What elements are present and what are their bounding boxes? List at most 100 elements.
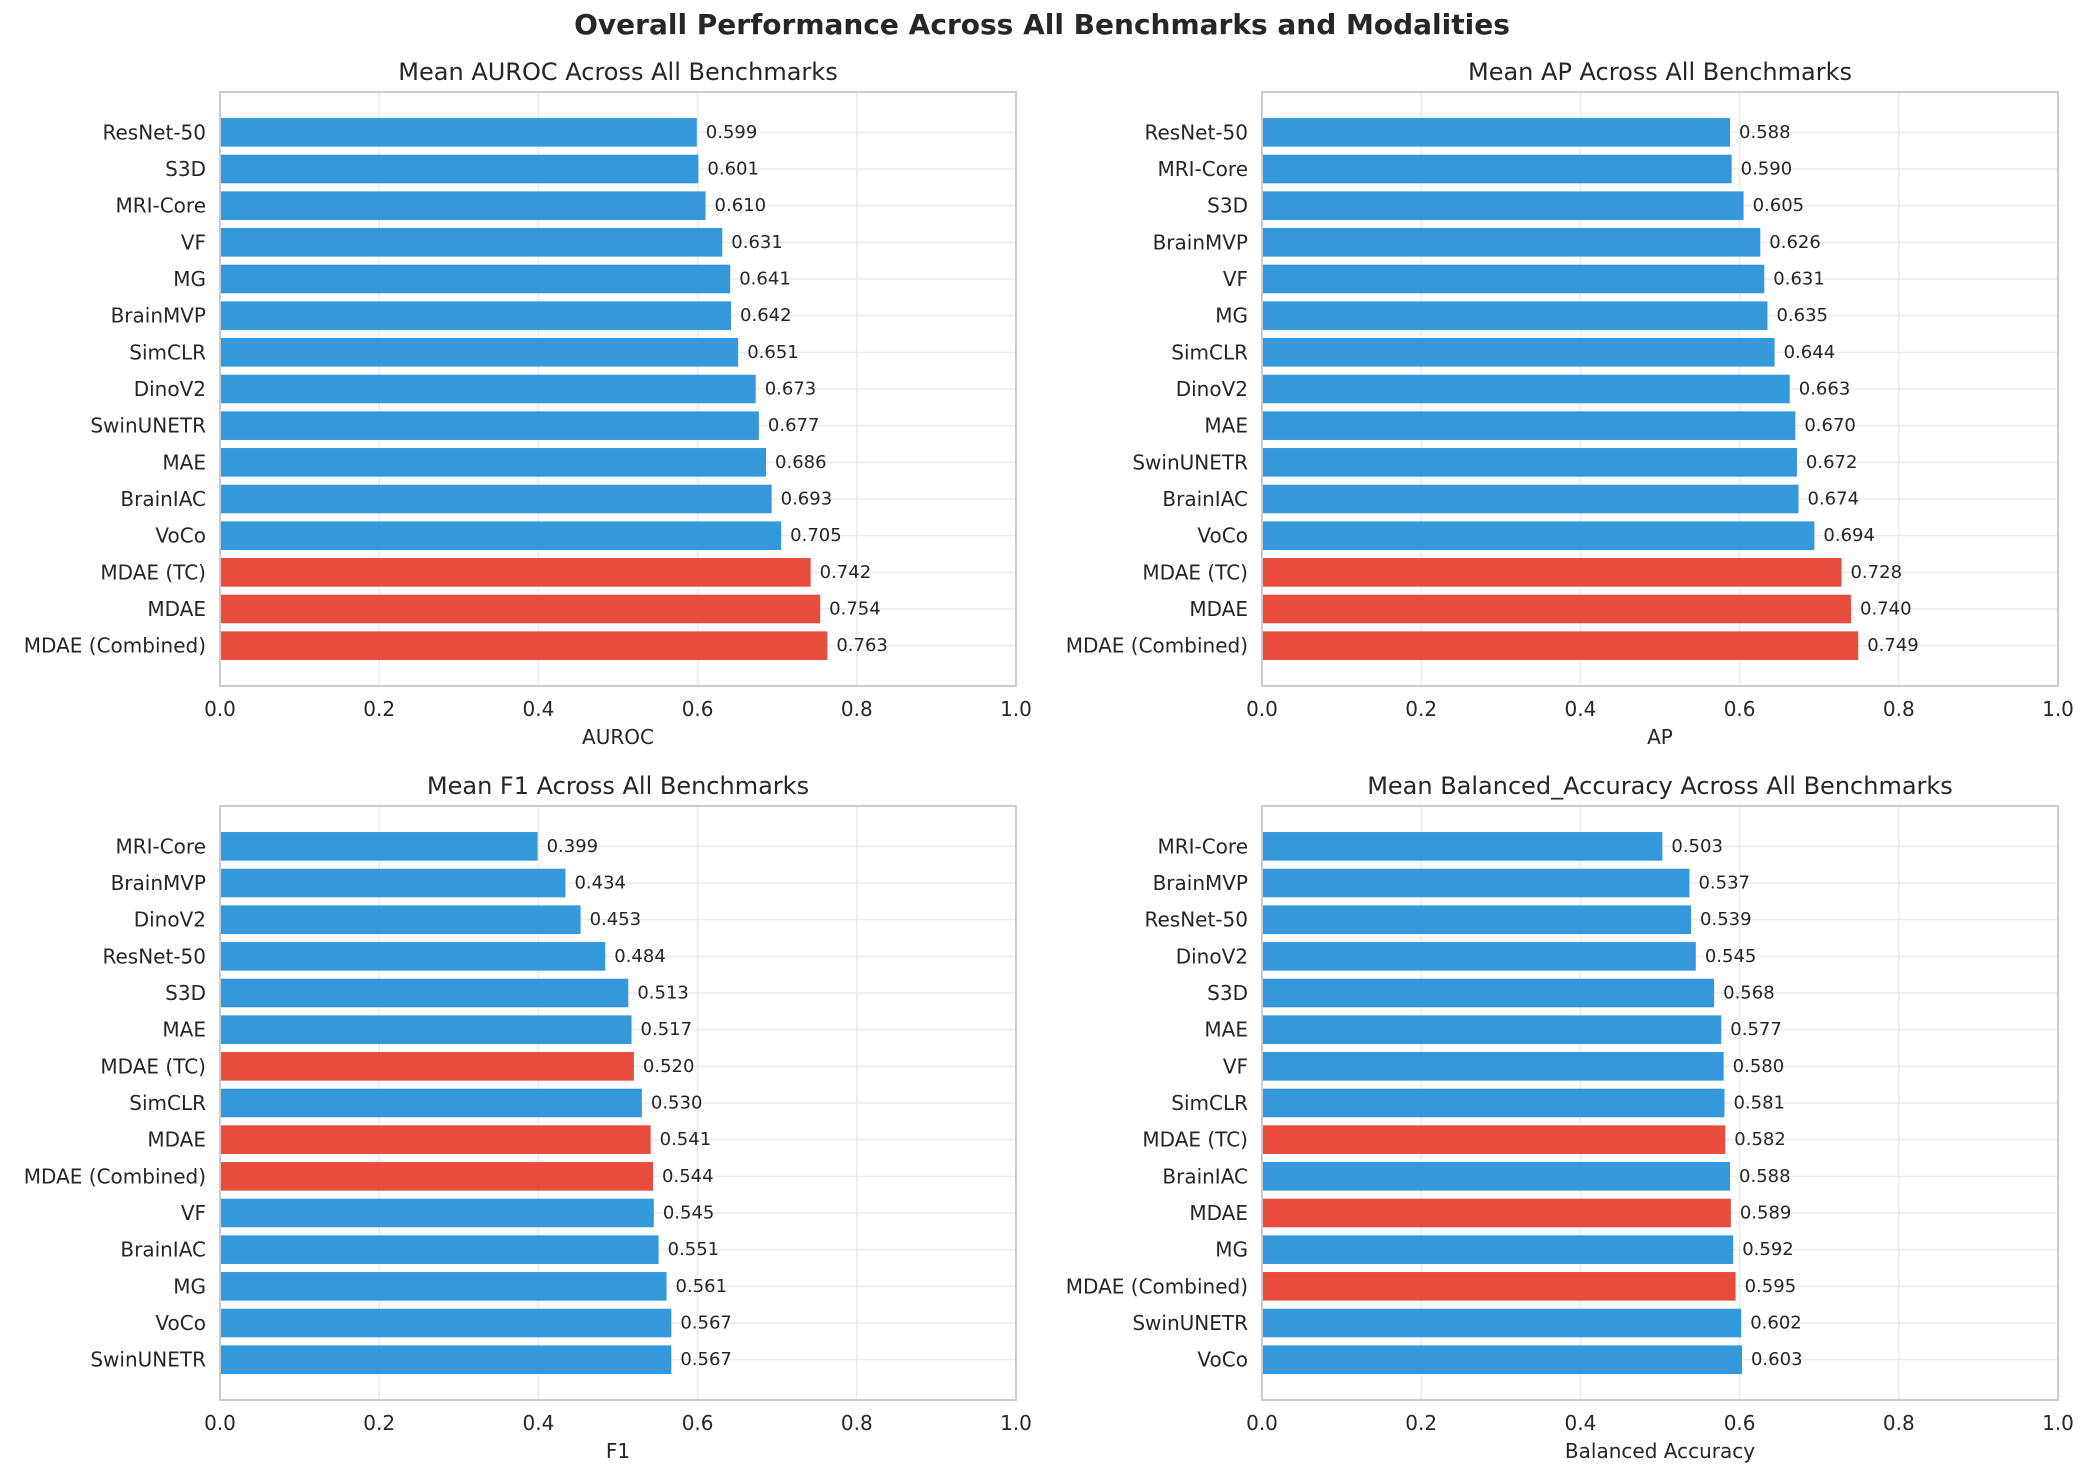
value-label: 0.592 bbox=[1742, 1239, 1794, 1260]
category-label: ResNet-50 bbox=[1145, 120, 1249, 144]
bar bbox=[1262, 868, 1690, 898]
category-label: MRI-Core bbox=[115, 194, 206, 218]
value-label: 0.590 bbox=[1741, 159, 1793, 180]
x-axis-label: Balanced Accuracy bbox=[1565, 1439, 1755, 1463]
category-label: VoCo bbox=[155, 1311, 206, 1335]
x-tick-label: 0.6 bbox=[1724, 697, 1756, 721]
value-label: 0.580 bbox=[1733, 1056, 1785, 1077]
value-label: 0.651 bbox=[747, 342, 799, 363]
category-label: MDAE (TC) bbox=[1142, 1128, 1248, 1152]
bar bbox=[1262, 978, 1715, 1008]
value-label: 0.551 bbox=[668, 1239, 720, 1260]
category-label: S3D bbox=[165, 981, 206, 1005]
category-label: MDAE bbox=[1189, 1201, 1248, 1225]
x-tick-label: 0.8 bbox=[1883, 1411, 1915, 1435]
bar bbox=[220, 1162, 654, 1191]
bar bbox=[1262, 521, 1815, 550]
value-label: 0.610 bbox=[715, 195, 767, 216]
value-label: 0.599 bbox=[706, 122, 758, 143]
x-tick-label: 0.2 bbox=[1405, 697, 1437, 721]
bar bbox=[220, 301, 732, 330]
figure-title: Overall Performance Across All Benchmark… bbox=[574, 8, 1510, 41]
category-label: ResNet-50 bbox=[1145, 908, 1249, 932]
x-tick-label: 0.4 bbox=[522, 697, 554, 721]
x-tick-label: 0.0 bbox=[1246, 697, 1278, 721]
chart-panel-1: ResNet-50 0.599 S3D 0.601 MRI-Core 0.610 VF 0.6… bbox=[24, 58, 1032, 749]
category-label: MDAE (Combined) bbox=[1066, 634, 1248, 658]
bar bbox=[220, 1345, 672, 1374]
category-label: VoCo bbox=[1197, 1348, 1248, 1372]
category-label: MG bbox=[173, 1274, 206, 1298]
bar bbox=[1262, 228, 1761, 257]
value-label: 0.686 bbox=[775, 452, 827, 473]
bar bbox=[220, 191, 706, 220]
bar bbox=[220, 1272, 667, 1301]
x-tick-label: 0.4 bbox=[522, 1411, 554, 1435]
bar bbox=[1262, 594, 1852, 624]
category-label: MDAE bbox=[147, 597, 206, 621]
category-label: MRI-Core bbox=[115, 834, 206, 858]
category-label: MDAE bbox=[147, 1128, 206, 1152]
value-label: 0.754 bbox=[829, 599, 881, 620]
value-label: 0.539 bbox=[1700, 909, 1752, 930]
x-tick-label: 0.8 bbox=[841, 1411, 873, 1435]
value-label: 0.674 bbox=[1808, 489, 1860, 510]
value-label: 0.763 bbox=[836, 635, 888, 656]
value-label: 0.577 bbox=[1730, 1019, 1782, 1040]
value-label: 0.602 bbox=[1750, 1313, 1802, 1334]
x-tick-label: 1.0 bbox=[2042, 697, 2074, 721]
value-label: 0.453 bbox=[590, 909, 642, 930]
bar bbox=[220, 832, 538, 861]
value-label: 0.561 bbox=[676, 1276, 728, 1297]
category-label: ResNet-50 bbox=[103, 120, 207, 144]
value-label: 0.601 bbox=[707, 159, 759, 180]
bar bbox=[1262, 301, 1768, 330]
axes-frame bbox=[1261, 91, 2059, 687]
value-label: 0.589 bbox=[1740, 1203, 1792, 1224]
category-label: MAE bbox=[1204, 414, 1248, 438]
value-label: 0.673 bbox=[765, 379, 817, 400]
category-label: S3D bbox=[165, 157, 206, 181]
category-label: MDAE (Combined) bbox=[24, 1164, 206, 1188]
x-tick-label: 0.0 bbox=[1246, 1411, 1278, 1435]
category-label: BrainMVP bbox=[111, 304, 206, 328]
bar bbox=[1262, 191, 1744, 220]
chart-panel-4: MRI-Core 0.503 BrainMVP 0.537 ResNet-50 0.539… bbox=[1066, 772, 2074, 1463]
bar bbox=[220, 484, 772, 514]
value-label: 0.663 bbox=[1799, 379, 1851, 400]
value-label: 0.742 bbox=[820, 562, 872, 583]
value-label: 0.517 bbox=[641, 1019, 693, 1040]
bar bbox=[220, 1235, 659, 1264]
category-label: MG bbox=[1215, 304, 1248, 328]
value-label: 0.672 bbox=[1806, 452, 1858, 473]
bar bbox=[1262, 942, 1696, 971]
category-label: MDAE bbox=[1189, 597, 1248, 621]
bar bbox=[1262, 154, 1732, 184]
bar bbox=[220, 374, 756, 404]
category-label: BrainIAC bbox=[120, 1238, 206, 1262]
bar bbox=[1262, 1272, 1736, 1301]
bar bbox=[1262, 1015, 1722, 1044]
category-label: MDAE (Combined) bbox=[1066, 1274, 1248, 1298]
category-label: MAE bbox=[162, 1018, 206, 1042]
value-label: 0.582 bbox=[1734, 1129, 1786, 1150]
bar bbox=[1262, 832, 1663, 861]
category-label: DinoV2 bbox=[1176, 944, 1248, 968]
bar bbox=[220, 338, 739, 367]
bar bbox=[220, 1198, 654, 1228]
x-tick-label: 1.0 bbox=[1000, 1411, 1032, 1435]
category-label: BrainIAC bbox=[120, 487, 206, 511]
x-tick-label: 0.2 bbox=[363, 1411, 395, 1435]
bar bbox=[1262, 558, 1842, 587]
category-label: SimCLR bbox=[129, 340, 206, 364]
category-label: VF bbox=[181, 230, 206, 254]
bar bbox=[1262, 448, 1797, 477]
category-label: VF bbox=[1223, 267, 1248, 291]
value-label: 0.694 bbox=[1823, 525, 1875, 546]
bar bbox=[220, 594, 821, 624]
value-label: 0.677 bbox=[768, 415, 820, 436]
category-label: DinoV2 bbox=[1176, 377, 1248, 401]
bar bbox=[220, 1015, 632, 1044]
category-label: VF bbox=[1223, 1054, 1248, 1078]
category-label: SwinUNETR bbox=[90, 414, 206, 438]
